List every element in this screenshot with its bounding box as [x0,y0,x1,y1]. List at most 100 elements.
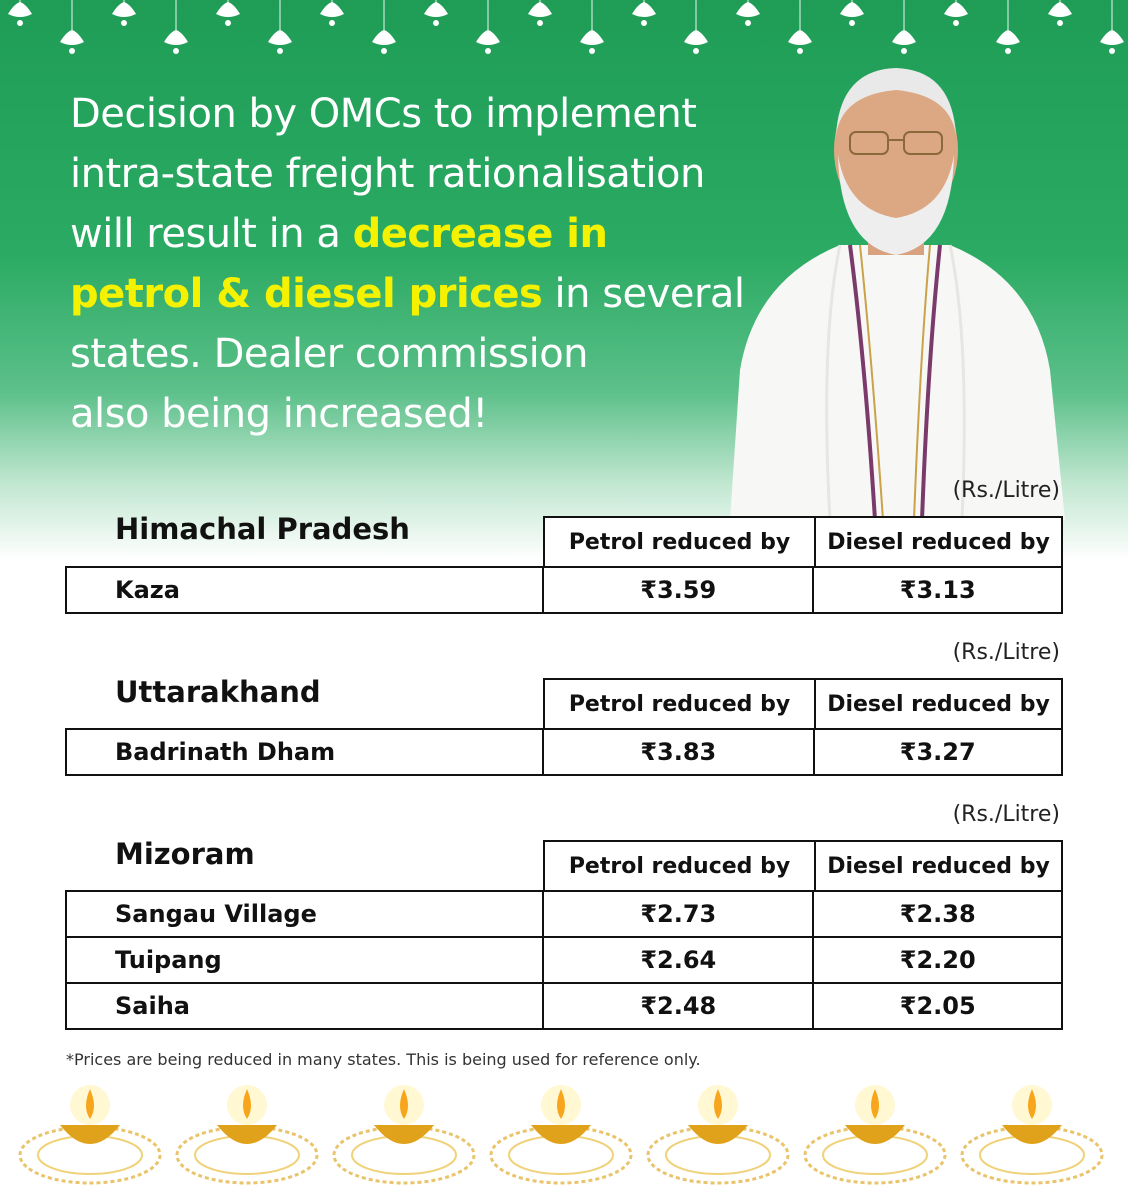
lotus-ornament [684,30,708,45]
lotus-ornament [372,30,396,45]
headline: Decision by OMCs to implement intra-stat… [70,84,760,444]
headline-line-4: petrol & diesel prices in several [70,271,745,317]
state-title-uttarakhand: Uttarakhand [115,675,321,709]
table-mizoram: Sangau Village ₹2.73 ₹2.38 Tuipang ₹2.64… [64,890,1063,1030]
garland-bead [1109,48,1115,54]
footnote: *Prices are being reduced in many states… [66,1050,701,1069]
table-himachal: Kaza ₹3.59 ₹3.13 [65,566,1063,614]
location-cell: Tuipang [64,936,545,984]
garland-bead [641,20,647,26]
lotus-ornament [944,2,968,17]
lotus-ornament [1048,2,1072,17]
lotus-ornament [8,2,32,17]
petrol-value: ₹3.59 [541,566,815,614]
petrol-value: ₹2.73 [542,890,815,938]
garland-bead [1057,20,1063,26]
diya-flame [557,1089,565,1119]
location-cell: Badrinath Dham [64,728,545,776]
garland-bead [173,48,179,54]
diya-flame [86,1089,94,1119]
diesel-value: ₹2.38 [812,890,1063,938]
table-uttarakhand: Badrinath Dham ₹3.83 ₹3.27 [64,728,1063,776]
person-photo [730,68,1065,520]
headline-line-2: intra-state freight rationalisation [70,151,705,197]
lotus-ornament [1100,30,1124,45]
garland-bead [17,20,23,26]
lotus-ornament [112,2,136,17]
state-title-himachal: Himachal Pradesh [115,512,410,546]
garland-bead [537,20,543,26]
lotus-garland-decoration [8,0,1124,54]
petrol-value: ₹2.48 [542,982,815,1030]
garland-bead [225,20,231,26]
unit-label-2: (Rs./Litre) [952,640,1060,665]
garland-bead [433,20,439,26]
diya-bowl [60,1125,120,1144]
diya-bowl [374,1125,434,1144]
garland-bead [745,20,751,26]
diya-bowl [531,1125,591,1144]
lotus-ornament [164,30,188,45]
diesel-value: ₹2.05 [812,982,1063,1030]
headline-line-6: also being increased! [70,391,488,437]
lotus-ornament [840,2,864,17]
lotus-ornament [892,30,916,45]
diya-flame [1028,1089,1036,1119]
table-row: Saiha ₹2.48 ₹2.05 [64,982,1063,1030]
diya-flame [243,1089,251,1119]
header-diesel-3: Diesel reduced by [814,840,1063,892]
lotus-ornament [528,2,552,17]
diesel-value: ₹2.20 [812,936,1063,984]
petrol-value: ₹3.83 [542,728,815,776]
garland-bead [953,20,959,26]
lotus-ornament [736,2,760,17]
diya-bowl [845,1125,905,1144]
garland-bead [693,48,699,54]
petrol-value: ₹2.64 [542,936,815,984]
garland-bead [797,48,803,54]
lotus-ornament [268,30,292,45]
lotus-ornament [216,2,240,17]
lotus-ornament [320,2,344,17]
headline-highlight-2: petrol & diesel prices [70,271,543,317]
lotus-ornament [424,2,448,17]
header-diesel-1: Diesel reduced by [814,516,1063,568]
lotus-ornament [476,30,500,45]
location-cell: Kaza [65,566,544,614]
unit-label-1: (Rs./Litre) [952,478,1060,503]
garland-bead [69,48,75,54]
unit-label-3: (Rs./Litre) [952,802,1060,827]
lotus-ornament [580,30,604,45]
garland-bead [329,20,335,26]
location-cell: Sangau Village [64,890,545,938]
location-cell: Saiha [64,982,545,1030]
garland-bead [1005,48,1011,54]
header-diesel-2: Diesel reduced by [814,678,1063,730]
lotus-ornament [996,30,1020,45]
header-petrol-3: Petrol reduced by [543,840,816,892]
diya-bowl [688,1125,748,1144]
headline-highlight-1: decrease in [352,211,608,257]
lotus-ornament [788,30,812,45]
headline-line-3: will result in a decrease in [70,211,608,257]
table-row: Badrinath Dham ₹3.83 ₹3.27 [64,728,1063,776]
garland-bead [277,48,283,54]
garland-bead [589,48,595,54]
headline-line-5: states. Dealer commission [70,331,589,377]
diya-bowl [1002,1125,1062,1144]
lotus-ornament [632,2,656,17]
table-row: Sangau Village ₹2.73 ₹2.38 [64,890,1063,938]
garland-bead [901,48,907,54]
table-row: Tuipang ₹2.64 ₹2.20 [64,936,1063,984]
diesel-value: ₹3.13 [812,566,1063,614]
diya-flame [714,1089,722,1119]
garland-bead [121,20,127,26]
headline-line-1: Decision by OMCs to implement [70,91,697,137]
garland-bead [849,20,855,26]
garland-bead [485,48,491,54]
diya-flame [871,1089,879,1119]
table-row: Kaza ₹3.59 ₹3.13 [65,566,1063,614]
header-petrol-2: Petrol reduced by [543,678,816,730]
lotus-ornament [60,30,84,45]
header-petrol-1: Petrol reduced by [543,516,816,568]
